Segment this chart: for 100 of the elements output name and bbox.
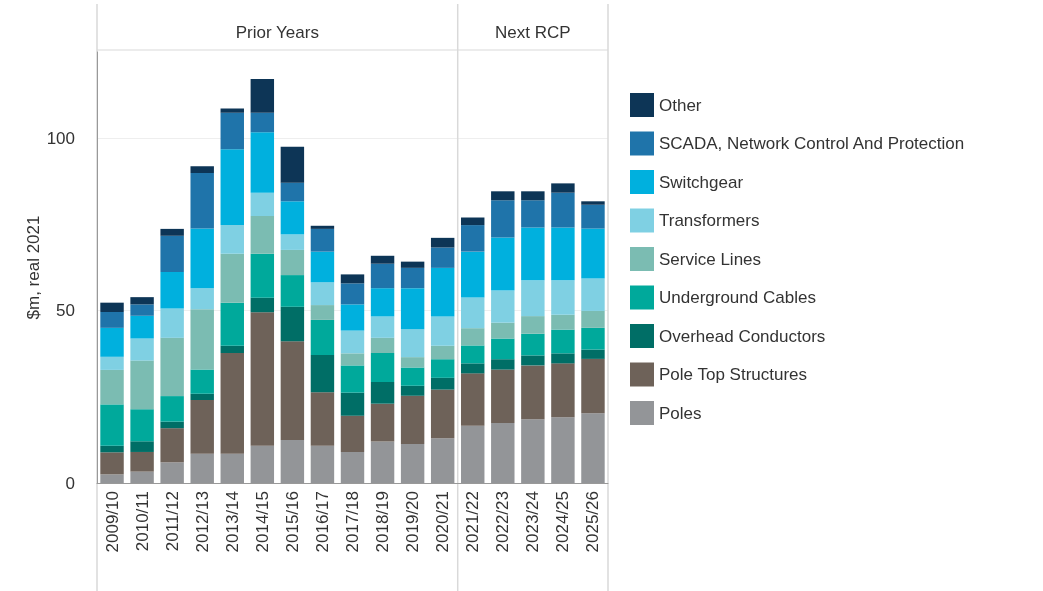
bar	[310, 225, 335, 229]
bar	[400, 288, 425, 330]
bar	[160, 308, 184, 338]
bar	[430, 389, 455, 439]
bar	[220, 302, 244, 346]
y-tick-label: 0	[65, 473, 75, 493]
bar	[581, 310, 605, 328]
bar	[280, 249, 305, 276]
bar	[280, 201, 305, 235]
bar	[461, 225, 485, 252]
x-tick-label: 2025/26	[583, 491, 603, 553]
bar	[521, 365, 545, 420]
bar	[551, 329, 575, 354]
bar	[100, 369, 124, 405]
x-tick-label: 2024/25	[553, 491, 573, 553]
bar	[521, 191, 545, 201]
bar	[491, 338, 515, 360]
x-tick-label: 2019/20	[403, 491, 423, 553]
bar	[340, 330, 365, 354]
x-tick-label: 2011/12	[162, 491, 182, 552]
bar	[521, 333, 545, 356]
x-tick-label: 2009/10	[102, 491, 122, 553]
bar	[400, 267, 425, 289]
legend-label: Underground Cables	[659, 288, 816, 307]
bar	[310, 251, 335, 283]
bar	[250, 112, 275, 133]
x-tick-label: 2016/17	[312, 491, 332, 553]
bar	[130, 315, 154, 339]
bar	[521, 280, 545, 317]
bar	[370, 353, 395, 382]
bar	[130, 360, 154, 410]
x-tick-label: 2023/24	[523, 491, 543, 553]
bar	[461, 251, 485, 298]
bar	[130, 451, 154, 472]
bar	[521, 227, 545, 281]
x-tick-label: 2012/13	[192, 491, 212, 553]
bar	[190, 228, 214, 289]
bar	[551, 227, 575, 281]
bar	[581, 201, 605, 205]
bar	[430, 377, 455, 390]
bar	[461, 373, 485, 426]
bar	[160, 228, 184, 236]
bar	[581, 358, 605, 414]
bar	[491, 200, 515, 238]
bar	[370, 381, 395, 404]
bar	[521, 200, 545, 228]
bar	[521, 355, 545, 366]
bar	[130, 441, 154, 452]
bar	[461, 217, 485, 226]
bar	[370, 255, 395, 264]
bar	[430, 316, 455, 346]
legend-label: Service Lines	[659, 249, 762, 269]
bar	[220, 225, 244, 254]
bar	[160, 337, 184, 397]
bar	[250, 312, 275, 446]
bar	[551, 183, 575, 193]
legend-label: Switchgear	[659, 172, 744, 192]
y-tick-label: 50	[56, 301, 75, 321]
x-tick-label: 2017/18	[343, 491, 362, 553]
bar	[220, 149, 244, 226]
bar	[461, 297, 485, 329]
bar	[190, 399, 214, 454]
bar	[430, 247, 455, 268]
bar	[130, 338, 154, 361]
bar	[340, 392, 365, 416]
bar	[430, 359, 455, 378]
bar	[100, 445, 124, 453]
bar	[220, 112, 244, 150]
legend-label: SCADA, Network Control And Protection	[659, 134, 965, 153]
x-tick-label: 2022/23	[493, 491, 513, 553]
bar	[130, 409, 154, 442]
legend-label: Transformers	[659, 211, 760, 230]
bar	[581, 349, 605, 359]
bar	[491, 369, 515, 423]
bar	[551, 280, 575, 315]
bar	[400, 261, 425, 268]
x-tick-label: 2013/14	[222, 491, 242, 553]
x-tick-label: 2021/22	[463, 491, 483, 553]
bar	[491, 290, 515, 323]
bar	[340, 274, 365, 284]
bar	[370, 263, 395, 289]
bar	[310, 319, 335, 356]
bar	[100, 404, 124, 446]
bar	[551, 314, 575, 330]
bar	[160, 271, 184, 309]
bar	[491, 359, 515, 370]
bar	[581, 228, 605, 279]
bar	[220, 253, 244, 303]
bar	[551, 192, 575, 228]
bar	[130, 297, 154, 305]
bar	[461, 328, 485, 346]
bar	[400, 367, 425, 386]
bar	[250, 253, 275, 298]
bar	[491, 191, 515, 201]
bar	[581, 278, 605, 311]
bar	[250, 192, 275, 217]
bar	[521, 316, 545, 334]
x-tick-label: 2014/15	[252, 491, 272, 553]
bar	[190, 393, 214, 400]
y-tick-label: 100	[46, 128, 75, 148]
